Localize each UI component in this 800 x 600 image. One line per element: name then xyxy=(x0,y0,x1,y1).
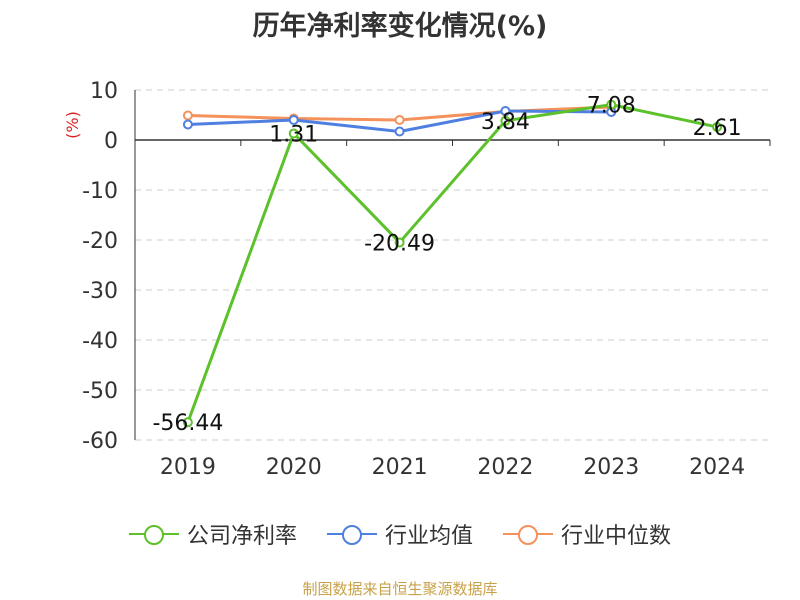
y-tick-label: -30 xyxy=(82,279,118,304)
chart-legend: 公司净利率 行业均值 行业中位数 xyxy=(0,518,800,550)
data-point xyxy=(182,119,193,130)
data-point xyxy=(288,115,299,125)
data-point xyxy=(288,128,299,139)
legend-marker-icon xyxy=(128,523,179,545)
y-tick-label: -50 xyxy=(82,379,118,404)
legend-marker-icon xyxy=(326,523,377,545)
data-point xyxy=(394,115,405,125)
data-label: 7.08 xyxy=(587,94,636,119)
y-tick-label: 10 xyxy=(90,79,118,104)
data-point xyxy=(182,417,193,428)
x-tick-label: 2019 xyxy=(160,455,216,480)
y-tick-label: -40 xyxy=(82,329,118,354)
x-tick-label: 2024 xyxy=(689,455,745,480)
y-axis-label: (%) xyxy=(63,111,82,139)
data-point xyxy=(394,237,405,248)
data-point xyxy=(500,106,511,116)
chart-title: 历年净利率变化情况(%) xyxy=(252,11,548,42)
legend-item-company[interactable]: 公司净利率 xyxy=(128,518,297,550)
data-point xyxy=(606,99,617,110)
legend-label: 公司净利率 xyxy=(186,524,297,549)
series-line xyxy=(186,103,718,423)
data-label: -56.44 xyxy=(152,411,223,436)
data-point xyxy=(500,115,511,126)
legend-marker-icon xyxy=(503,523,553,545)
x-tick-label: 2020 xyxy=(266,455,322,480)
legend-item-industry-avg[interactable]: 行业均值 xyxy=(326,518,473,550)
y-tick-label: -20 xyxy=(82,229,118,254)
legend-label: 行业中位数 xyxy=(561,524,672,549)
x-tick-label: 2022 xyxy=(477,455,533,480)
x-tick-label: 2021 xyxy=(372,455,428,480)
y-tick-label: -60 xyxy=(82,429,118,454)
legend-item-industry-median[interactable]: 行业中位数 xyxy=(503,518,671,550)
data-label: 3.84 xyxy=(481,110,530,135)
legend-label: 行业均值 xyxy=(384,524,473,549)
data-label: 2.61 xyxy=(693,116,742,141)
data-point xyxy=(394,126,405,137)
data-source-note: 制图数据来自恒生聚源数据库 xyxy=(302,580,498,598)
data-point xyxy=(712,121,723,132)
y-tick-label: 0 xyxy=(104,129,118,154)
data-label: 1.31 xyxy=(269,122,318,147)
y-tick-label: -10 xyxy=(82,179,118,204)
data-label: -20.49 xyxy=(364,231,435,256)
data-point xyxy=(182,110,193,121)
x-tick-label: 2023 xyxy=(583,455,639,480)
